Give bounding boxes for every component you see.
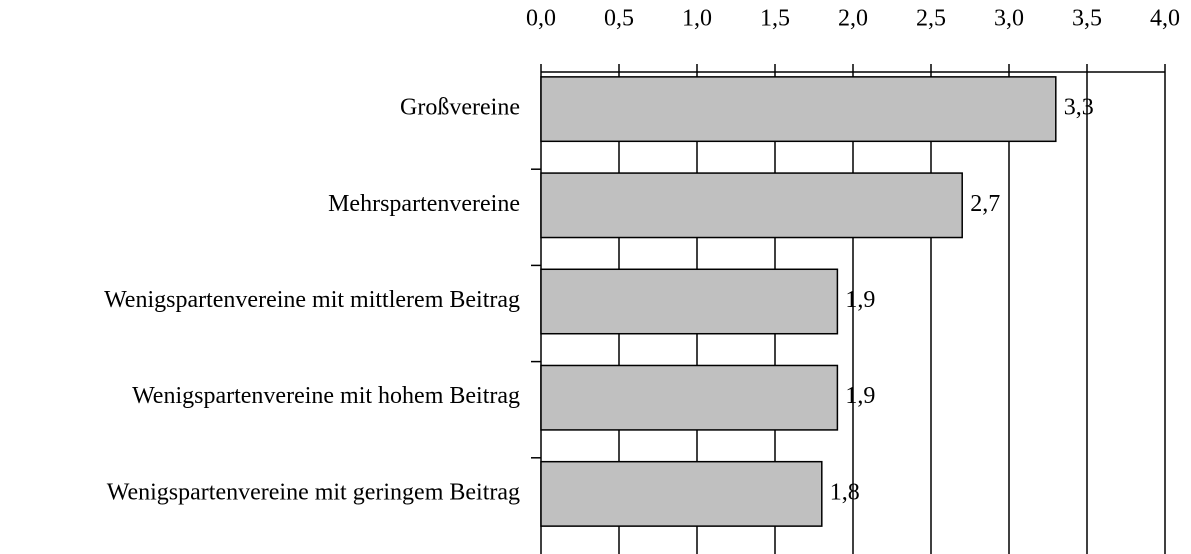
x-tick-label: 0,5: [604, 6, 634, 32]
x-tick-label: 1,0: [682, 6, 712, 32]
bar: [540, 172, 963, 239]
x-tick-label: 4,0: [1150, 6, 1180, 32]
bar: [540, 460, 823, 527]
value-label: 1,9: [845, 287, 875, 313]
y-tick-label: Wenigspartenvereine mit mittlerem Beitra…: [104, 287, 520, 313]
value-label: 1,8: [830, 479, 860, 505]
x-tick-label: 0,0: [526, 6, 556, 32]
y-tick-label: Großvereine: [400, 95, 520, 121]
x-tick-label: 3,0: [994, 6, 1024, 32]
value-label: 1,9: [845, 383, 875, 409]
y-tick-label: Wenigspartenvereine mit geringem Beitrag: [107, 479, 520, 505]
bar: [540, 76, 1057, 143]
value-label: 2,7: [970, 191, 1000, 217]
bar: [540, 268, 839, 335]
x-tick-label: 1,5: [760, 6, 790, 32]
x-tick-label: 3,5: [1072, 6, 1102, 32]
y-tick-label: Wenigspartenvereine mit hohem Beitrag: [132, 383, 520, 409]
x-tick-label: 2,5: [916, 6, 946, 32]
x-tick-label: 2,0: [838, 6, 868, 32]
bar: [540, 364, 839, 431]
value-label: 3,3: [1064, 95, 1094, 121]
y-tick-label: Mehrspartenvereine: [328, 191, 520, 217]
